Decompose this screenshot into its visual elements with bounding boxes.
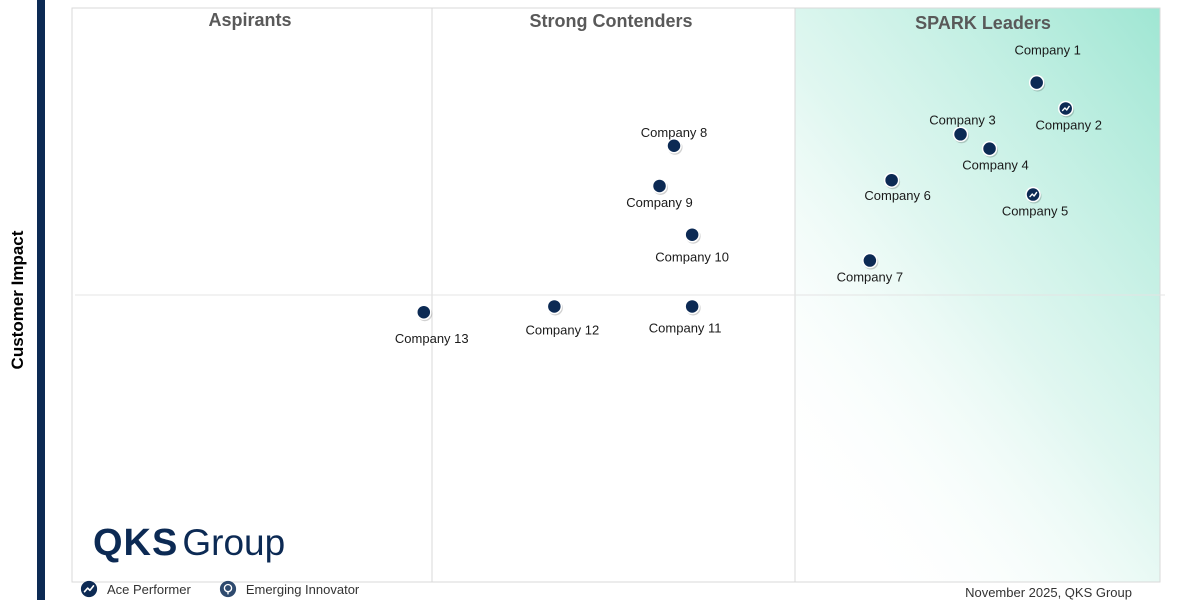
data-label-company-6: Company 6 <box>864 188 930 203</box>
data-point-company-7: Company 7 <box>837 252 903 285</box>
ace-performer-icon <box>80 580 98 598</box>
data-point-company-5: Company 5 <box>1002 186 1068 219</box>
left-accent-bar <box>37 0 45 600</box>
company-marker <box>981 140 998 157</box>
data-point-company-12: Company 12 <box>525 298 599 337</box>
company-marker <box>952 126 969 143</box>
legend-item-ace-performer: Ace Performer <box>80 580 191 598</box>
company-marker <box>546 298 563 315</box>
quadrant-title-aspirants: Aspirants <box>208 10 291 30</box>
company-marker <box>666 138 682 154</box>
data-label-company-5: Company 5 <box>1002 204 1068 219</box>
data-label-company-8: Company 8 <box>641 125 707 140</box>
data-point-company-1: Company 1 <box>1014 43 1081 92</box>
footer-date: November 2025, QKS Group <box>965 585 1132 600</box>
data-point-company-2: Company 2 <box>1035 100 1102 132</box>
emerging-innovator-icon <box>219 580 236 598</box>
data-point-company-10: Company 10 <box>655 226 729 265</box>
company-marker <box>862 252 878 269</box>
data-label-company-1: Company 1 <box>1014 43 1080 58</box>
company-marker <box>883 172 900 188</box>
data-point-company-3: Company 3 <box>929 112 996 144</box>
legend-item-emerging-innovator: Emerging Innovator <box>219 580 359 598</box>
data-point-company-6: Company 6 <box>864 172 931 203</box>
legend-label-ace-performer: Ace Performer <box>107 581 191 597</box>
data-label-company-12: Company 12 <box>525 322 599 337</box>
data-point-company-4: Company 4 <box>962 140 1029 173</box>
company-marker <box>1028 74 1045 91</box>
data-label-company-11: Company 11 <box>649 320 722 335</box>
company-marker <box>416 304 432 320</box>
data-label-company-2: Company 2 <box>1035 117 1101 132</box>
data-point-company-13: Company 13 <box>395 304 469 346</box>
logo-text-light: Group <box>182 522 286 563</box>
data-label-company-10: Company 10 <box>655 250 729 265</box>
ace-performer-icon <box>1061 105 1071 112</box>
data-label-company-9: Company 9 <box>626 195 692 210</box>
quadrant-titles: Aspirants Strong Contenders SPARK Leader… <box>208 10 1050 33</box>
data-point-company-11: Company 11 <box>649 298 722 335</box>
company-marker <box>684 298 700 315</box>
data-points: Company 1 Company 2 Company 3 Company 4 Comp… <box>395 43 1102 347</box>
legend: Ace Performer Emerging Innovator <box>80 580 387 598</box>
company-marker <box>684 226 700 243</box>
data-label-company-3: Company 3 <box>929 112 995 127</box>
ace-performer-icon <box>1029 191 1038 198</box>
data-point-company-8: Company 8 <box>641 125 707 155</box>
qks-group-logo: QKS Group <box>93 522 285 566</box>
data-label-company-13: Company 13 <box>395 331 469 346</box>
grid-lines <box>71 7 1165 583</box>
data-point-company-9: Company 9 <box>626 178 693 210</box>
logo-text-bold: QKS <box>93 522 179 564</box>
quadrant-title-strong-contenders: Strong Contenders <box>529 11 692 31</box>
legend-label-emerging-innovator: Emerging Innovator <box>245 581 360 597</box>
quadrant-title-spark-leaders: SPARK Leaders <box>915 13 1051 33</box>
data-label-company-7: Company 7 <box>837 270 903 285</box>
data-label-company-4: Company 4 <box>962 158 1028 173</box>
company-marker <box>651 178 668 194</box>
